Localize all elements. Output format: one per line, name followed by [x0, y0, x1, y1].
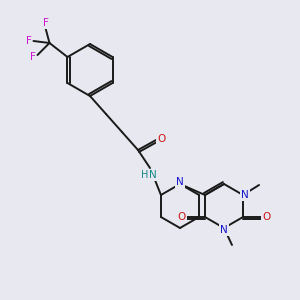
Text: N: N: [241, 190, 249, 200]
Text: H: H: [141, 170, 149, 180]
Text: O: O: [157, 134, 165, 144]
Text: N: N: [176, 177, 184, 187]
Text: O: O: [178, 212, 186, 222]
Text: F: F: [29, 52, 35, 62]
Text: F: F: [43, 18, 48, 28]
Text: F: F: [26, 36, 32, 46]
Text: N: N: [149, 170, 157, 180]
Text: N: N: [220, 225, 228, 235]
Text: O: O: [262, 212, 270, 222]
